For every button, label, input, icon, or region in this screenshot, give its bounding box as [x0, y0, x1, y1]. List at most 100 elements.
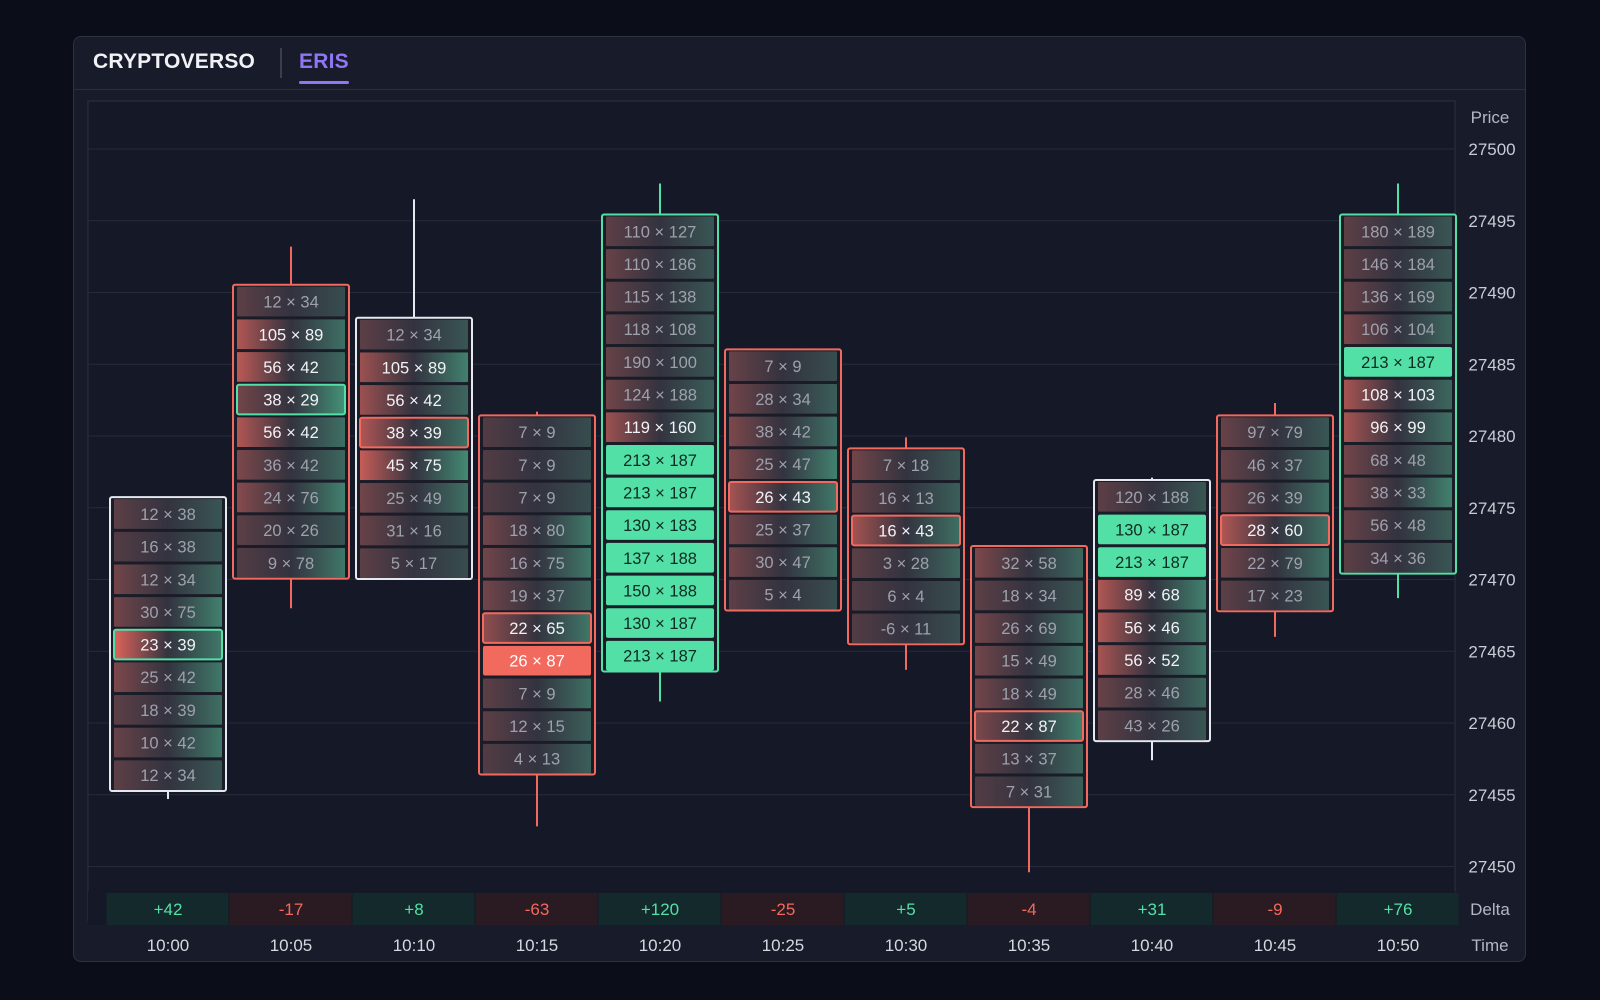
- footprint-cell[interactable]: 130 × 187: [1098, 514, 1206, 545]
- footprint-cell[interactable]: 24 × 76: [237, 482, 345, 513]
- footprint-cell[interactable]: 30 × 75: [114, 597, 222, 627]
- footprint-cell[interactable]: 25 × 42: [114, 662, 222, 693]
- footprint-cell[interactable]: 28 × 60: [1220, 514, 1330, 546]
- footprint-cell[interactable]: 22 × 79: [1221, 547, 1329, 578]
- footprint-cell[interactable]: 5 × 4: [729, 579, 837, 610]
- footprint-cell[interactable]: 3 × 28: [852, 548, 960, 578]
- footprint-cell[interactable]: 38 × 42: [729, 416, 837, 447]
- footprint-candle[interactable]: 32 × 58 18 × 34 26 × 69 15 × 49 18 × 49 22 × …: [970, 544, 1088, 873]
- footprint-candle[interactable]: 12 × 34 105 × 89 56 × 42 38 × 39 45 × 75 25 ×…: [355, 199, 473, 580]
- footprint-cell[interactable]: 7 × 9: [483, 417, 591, 448]
- footprint-cell[interactable]: 15 × 49: [975, 645, 1083, 676]
- footprint-cell[interactable]: 16 × 75: [483, 547, 591, 578]
- footprint-cell[interactable]: 16 × 43: [851, 514, 961, 547]
- footprint-cell[interactable]: 10 × 42: [114, 727, 222, 758]
- footprint-cell[interactable]: 16 × 13: [852, 483, 960, 513]
- footprint-cell[interactable]: 18 × 80: [483, 515, 591, 545]
- footprint-cell[interactable]: 105 × 89: [360, 352, 468, 383]
- footprint-cell[interactable]: 115 × 138: [606, 281, 714, 312]
- footprint-cell[interactable]: 26 × 87: [483, 645, 591, 676]
- footprint-cell[interactable]: 68 × 48: [1344, 444, 1452, 475]
- footprint-cell[interactable]: 180 × 189: [1344, 216, 1452, 247]
- footprint-cell[interactable]: 7 × 9: [483, 678, 591, 709]
- footprint-cell[interactable]: 34 × 36: [1344, 542, 1452, 573]
- footprint-cell[interactable]: 106 × 104: [1344, 314, 1452, 345]
- footprint-cell[interactable]: 97 × 79: [1221, 417, 1329, 448]
- footprint-cell[interactable]: 12 × 38: [114, 499, 222, 529]
- footprint-cell[interactable]: 110 × 186: [606, 249, 714, 279]
- footprint-cell[interactable]: 56 × 48: [1344, 510, 1452, 540]
- footprint-cell[interactable]: 7 × 9: [729, 351, 837, 382]
- footprint-cell[interactable]: 150 × 188: [606, 575, 714, 606]
- tab-cryptoverso[interactable]: CRYPTOVERSO: [93, 50, 256, 73]
- footprint-candle[interactable]: 7 × 18 16 × 13 16 × 43 3 × 28 6 × 4 -6 × 11: [847, 437, 965, 670]
- footprint-cell[interactable]: 213 × 187: [606, 640, 714, 671]
- footprint-cell[interactable]: 56 × 42: [360, 385, 468, 415]
- footprint-cell[interactable]: 25 × 37: [729, 514, 837, 545]
- footprint-cell[interactable]: 26 × 69: [975, 613, 1083, 643]
- footprint-cell[interactable]: 137 × 188: [606, 542, 714, 573]
- footprint-cell[interactable]: 18 × 39: [114, 695, 222, 725]
- footprint-cell[interactable]: 213 × 187: [606, 477, 714, 508]
- footprint-cell[interactable]: 22 × 65: [482, 612, 592, 644]
- footprint-cell[interactable]: 20 × 26: [237, 515, 345, 545]
- footprint-cell[interactable]: 25 × 47: [729, 449, 837, 479]
- footprint-cell[interactable]: 28 × 34: [729, 384, 837, 414]
- footprint-cell[interactable]: 118 × 108: [606, 314, 714, 345]
- footprint-cell[interactable]: 26 × 43: [728, 480, 838, 513]
- footprint-cell[interactable]: 56 × 42: [237, 352, 345, 382]
- footprint-cell[interactable]: 23 × 39: [113, 628, 223, 661]
- footprint-cell[interactable]: 12 × 34: [114, 564, 222, 595]
- footprint-cell[interactable]: 16 × 38: [114, 531, 222, 562]
- tab-eris[interactable]: ERIS: [299, 50, 349, 84]
- footprint-candle[interactable]: 12 × 38 16 × 38 12 × 34 30 × 75 23 × 39 25 × …: [109, 496, 227, 800]
- footprint-cell[interactable]: 38 × 33: [1344, 477, 1452, 508]
- footprint-cell[interactable]: 38 × 39: [359, 416, 469, 449]
- footprint-cell[interactable]: 5 × 17: [360, 548, 468, 578]
- footprint-cell[interactable]: 136 × 169: [1344, 281, 1452, 312]
- footprint-cell[interactable]: 4 × 13: [483, 743, 591, 774]
- footprint-cell[interactable]: 7 × 18: [852, 450, 960, 481]
- footprint-cell[interactable]: 45 × 75: [360, 450, 468, 481]
- footprint-cell[interactable]: 12 × 34: [360, 319, 468, 350]
- footprint-cell[interactable]: 38 × 29: [236, 383, 346, 416]
- footprint-cell[interactable]: 120 × 188: [1098, 481, 1206, 512]
- footprint-cell[interactable]: 124 × 188: [606, 379, 714, 410]
- footprint-cell[interactable]: 32 × 58: [975, 547, 1083, 578]
- footprint-cell[interactable]: 213 × 187: [1344, 347, 1452, 377]
- footprint-cell[interactable]: 56 × 42: [237, 417, 345, 448]
- footprint-cell[interactable]: -6 × 11: [852, 613, 960, 644]
- footprint-candle[interactable]: 7 × 9 28 × 34 38 × 42 25 × 47 26 × 43 25 × 37…: [724, 348, 842, 612]
- footprint-cell[interactable]: 28 × 46: [1098, 677, 1206, 708]
- footprint-cell[interactable]: 108 × 103: [1344, 379, 1452, 410]
- footprint-candle[interactable]: 120 × 188 130 × 187 213 × 187 89 × 68 56 × 4…: [1093, 477, 1211, 761]
- footprint-cell[interactable]: 110 × 127: [606, 216, 714, 247]
- footprint-cell[interactable]: 12 × 34: [237, 286, 345, 317]
- footprint-cell[interactable]: 26 × 39: [1221, 482, 1329, 513]
- footprint-cell[interactable]: 7 × 31: [975, 776, 1083, 807]
- footprint-cell[interactable]: 56 × 52: [1098, 645, 1206, 675]
- footprint-cell[interactable]: 25 × 49: [360, 483, 468, 513]
- footprint-cell[interactable]: 46 × 37: [1221, 450, 1329, 480]
- footprint-cell[interactable]: 9 × 78: [237, 547, 345, 578]
- footprint-candle[interactable]: 110 × 127 110 × 186 115 × 138 118 × 108 190 …: [601, 183, 719, 702]
- footprint-cell[interactable]: 190 × 100: [606, 347, 714, 377]
- footprint-cell[interactable]: 7 × 9: [483, 482, 591, 513]
- footprint-cell[interactable]: 18 × 34: [975, 580, 1083, 611]
- footprint-cell[interactable]: 12 × 34: [114, 760, 222, 790]
- footprint-cell[interactable]: 130 × 183: [606, 510, 714, 540]
- footprint-cell[interactable]: 18 × 49: [975, 678, 1083, 709]
- footprint-cell[interactable]: 22 × 87: [974, 710, 1084, 742]
- footprint-cell[interactable]: 12 × 15: [483, 711, 591, 741]
- footprint-cell[interactable]: 36 × 42: [237, 450, 345, 480]
- footprint-cell[interactable]: 130 × 187: [606, 608, 714, 638]
- footprint-cell[interactable]: 30 × 47: [729, 547, 837, 577]
- footprint-candle[interactable]: 7 × 9 7 × 9 7 × 9 18 × 80 16 × 75 19 × 37 22 ×…: [478, 411, 596, 827]
- footprint-cell[interactable]: 17 × 23: [1221, 580, 1329, 611]
- footprint-candle[interactable]: 12 × 34 105 × 89 56 × 42 38 × 29 56 × 42 36 ×…: [232, 246, 350, 609]
- footprint-cell[interactable]: 19 × 37: [483, 580, 591, 611]
- footprint-cell[interactable]: 213 × 187: [1098, 547, 1206, 577]
- footprint-cell[interactable]: 89 × 68: [1098, 579, 1206, 610]
- footprint-cell[interactable]: 146 × 184: [1344, 249, 1452, 279]
